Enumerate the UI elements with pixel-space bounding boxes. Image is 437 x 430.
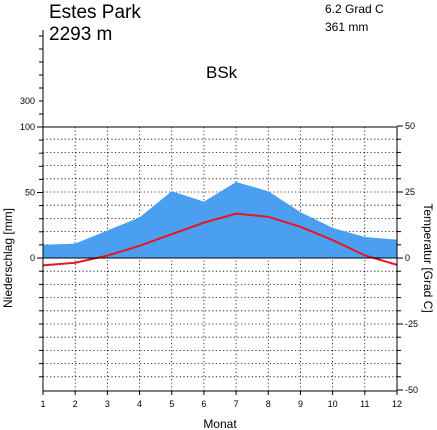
precip-tick-label: 50 bbox=[25, 188, 35, 198]
station-elevation: 2293 m bbox=[49, 24, 112, 45]
x-tick-label: 11 bbox=[360, 399, 369, 409]
precipitation-area bbox=[43, 182, 397, 258]
axes bbox=[37, 30, 403, 395]
x-axis-label: Monat bbox=[203, 417, 237, 430]
plot-frame bbox=[42, 126, 398, 392]
x-tick-label: 8 bbox=[266, 399, 271, 409]
temp-tick-label: 50 bbox=[405, 121, 415, 131]
temperature-line bbox=[42, 212, 398, 267]
x-tick-label: 1 bbox=[40, 399, 45, 409]
precip-tick-label: 0 bbox=[30, 253, 35, 263]
temp-tick-label: 25 bbox=[405, 187, 415, 197]
temp-tick-label: -25 bbox=[405, 319, 418, 329]
x-tick-label: 2 bbox=[73, 399, 78, 409]
x-tick-label: 4 bbox=[137, 399, 142, 409]
x-tick-label: 12 bbox=[392, 399, 402, 409]
temp-tick-label: -50 bbox=[405, 385, 418, 395]
x-tick-label: 7 bbox=[234, 399, 239, 409]
climate-class: BSk bbox=[206, 63, 238, 82]
station-name: Estes Park bbox=[49, 2, 141, 23]
x-tick-label: 10 bbox=[328, 399, 338, 409]
precip-upper-tick-label: 300 bbox=[20, 96, 35, 106]
precip-tick-label: 100 bbox=[20, 122, 35, 132]
x-tick-label: 5 bbox=[169, 399, 174, 409]
right-axis-label: Temperatur [Grad C] bbox=[421, 203, 435, 312]
mean-temperature: 6.2 Grad C bbox=[325, 2, 384, 16]
x-tick-label: 9 bbox=[298, 399, 303, 409]
x-tick-label: 3 bbox=[105, 399, 110, 409]
left-axis-label: Niederschlag [mm] bbox=[1, 208, 15, 308]
x-tick-label: 6 bbox=[201, 399, 206, 409]
total-precipitation: 361 mm bbox=[325, 20, 368, 34]
temp-tick-label: 0 bbox=[405, 253, 410, 263]
